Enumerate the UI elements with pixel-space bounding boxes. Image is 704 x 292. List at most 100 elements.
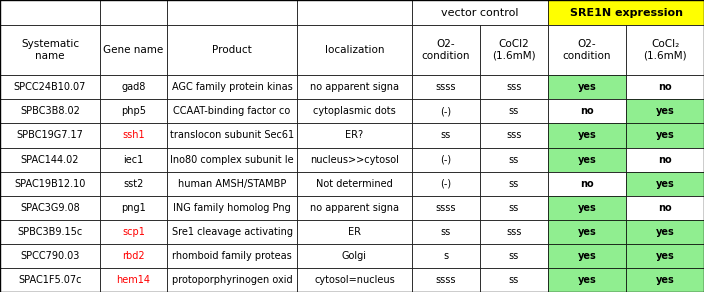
Bar [480, 268, 548, 292]
Bar [100, 124, 167, 147]
Text: Not determined: Not determined [316, 179, 393, 189]
Bar [548, 75, 626, 99]
Text: ss: ss [509, 154, 519, 165]
Text: yes: yes [577, 154, 596, 165]
Text: ING family homolog Png: ING family homolog Png [173, 203, 291, 213]
Bar [480, 25, 548, 75]
Text: SPCC24B10.07: SPCC24B10.07 [14, 82, 86, 92]
Text: yes: yes [577, 131, 596, 140]
Text: SPBC3B9.15c: SPBC3B9.15c [18, 227, 82, 237]
Text: ssss: ssss [436, 275, 456, 285]
Text: sss: sss [506, 131, 522, 140]
Text: yes: yes [655, 179, 674, 189]
Bar [480, 99, 548, 124]
Bar [480, 124, 548, 147]
Bar [297, 244, 412, 268]
Bar [412, 0, 548, 25]
Text: ssss: ssss [436, 203, 456, 213]
Text: ER: ER [348, 227, 361, 237]
Bar [626, 268, 704, 292]
Text: SPBC19G7.17: SPBC19G7.17 [17, 131, 84, 140]
Text: no: no [658, 82, 672, 92]
Bar [548, 268, 626, 292]
Text: yes: yes [577, 275, 596, 285]
Bar [626, 244, 704, 268]
Bar [100, 75, 167, 99]
Text: nucleus>>cytosol: nucleus>>cytosol [310, 154, 399, 165]
Bar [0, 147, 100, 172]
Text: (-): (-) [441, 179, 451, 189]
Bar [626, 75, 704, 99]
Text: Product: Product [212, 45, 252, 55]
Text: O2-
condition: O2- condition [422, 39, 470, 61]
Bar [412, 244, 480, 268]
Bar [297, 75, 412, 99]
Text: SPAC144.02: SPAC144.02 [20, 154, 80, 165]
Bar [167, 124, 297, 147]
Text: vector control: vector control [441, 8, 519, 18]
Text: yes: yes [577, 82, 596, 92]
Bar [412, 75, 480, 99]
Bar [297, 0, 412, 25]
Bar [0, 244, 100, 268]
Text: no: no [658, 154, 672, 165]
Bar [297, 220, 412, 244]
Bar [167, 172, 297, 196]
Text: SRE1N expression: SRE1N expression [570, 8, 682, 18]
Text: ss: ss [441, 131, 451, 140]
Text: human AMSH/STAMBP: human AMSH/STAMBP [178, 179, 287, 189]
Text: yes: yes [655, 251, 674, 261]
Text: no apparent signa: no apparent signa [310, 203, 399, 213]
Text: rbd2: rbd2 [122, 251, 145, 261]
Bar [548, 0, 704, 25]
Text: cytoplasmic dots: cytoplasmic dots [313, 106, 396, 117]
Text: CoCl₂
(1.6mM): CoCl₂ (1.6mM) [643, 39, 687, 61]
Text: yes: yes [577, 251, 596, 261]
Text: SPAC19B12.10: SPAC19B12.10 [14, 179, 86, 189]
Bar [0, 124, 100, 147]
Bar [548, 244, 626, 268]
Text: ER?: ER? [346, 131, 363, 140]
Bar [412, 196, 480, 220]
Bar [100, 196, 167, 220]
Bar [480, 75, 548, 99]
Text: (-): (-) [441, 154, 451, 165]
Text: yes: yes [655, 227, 674, 237]
Text: O2-
condition: O2- condition [562, 39, 611, 61]
Text: yes: yes [655, 275, 674, 285]
Bar [0, 75, 100, 99]
Text: Sre1 cleavage activating: Sre1 cleavage activating [172, 227, 292, 237]
Text: ss: ss [509, 251, 519, 261]
Bar [480, 220, 548, 244]
Text: sss: sss [506, 227, 522, 237]
Bar [167, 99, 297, 124]
Text: ss: ss [509, 275, 519, 285]
Text: yes: yes [577, 227, 596, 237]
Bar [626, 25, 704, 75]
Bar [167, 220, 297, 244]
Bar [297, 196, 412, 220]
Bar [412, 25, 480, 75]
Bar [548, 196, 626, 220]
Bar [626, 124, 704, 147]
Bar [412, 268, 480, 292]
Text: hem14: hem14 [116, 275, 151, 285]
Bar [297, 124, 412, 147]
Text: no: no [580, 179, 593, 189]
Text: yes: yes [655, 106, 674, 117]
Text: gad8: gad8 [121, 82, 146, 92]
Text: SPCC790.03: SPCC790.03 [20, 251, 80, 261]
Text: no apparent signa: no apparent signa [310, 82, 399, 92]
Bar [167, 75, 297, 99]
Bar [412, 99, 480, 124]
Bar [626, 147, 704, 172]
Bar [548, 147, 626, 172]
Bar [412, 220, 480, 244]
Bar [0, 99, 100, 124]
Text: cytosol=nucleus: cytosol=nucleus [314, 275, 395, 285]
Text: sss: sss [506, 82, 522, 92]
Text: no: no [580, 106, 593, 117]
Bar [297, 172, 412, 196]
Bar [412, 147, 480, 172]
Text: iec1: iec1 [123, 154, 144, 165]
